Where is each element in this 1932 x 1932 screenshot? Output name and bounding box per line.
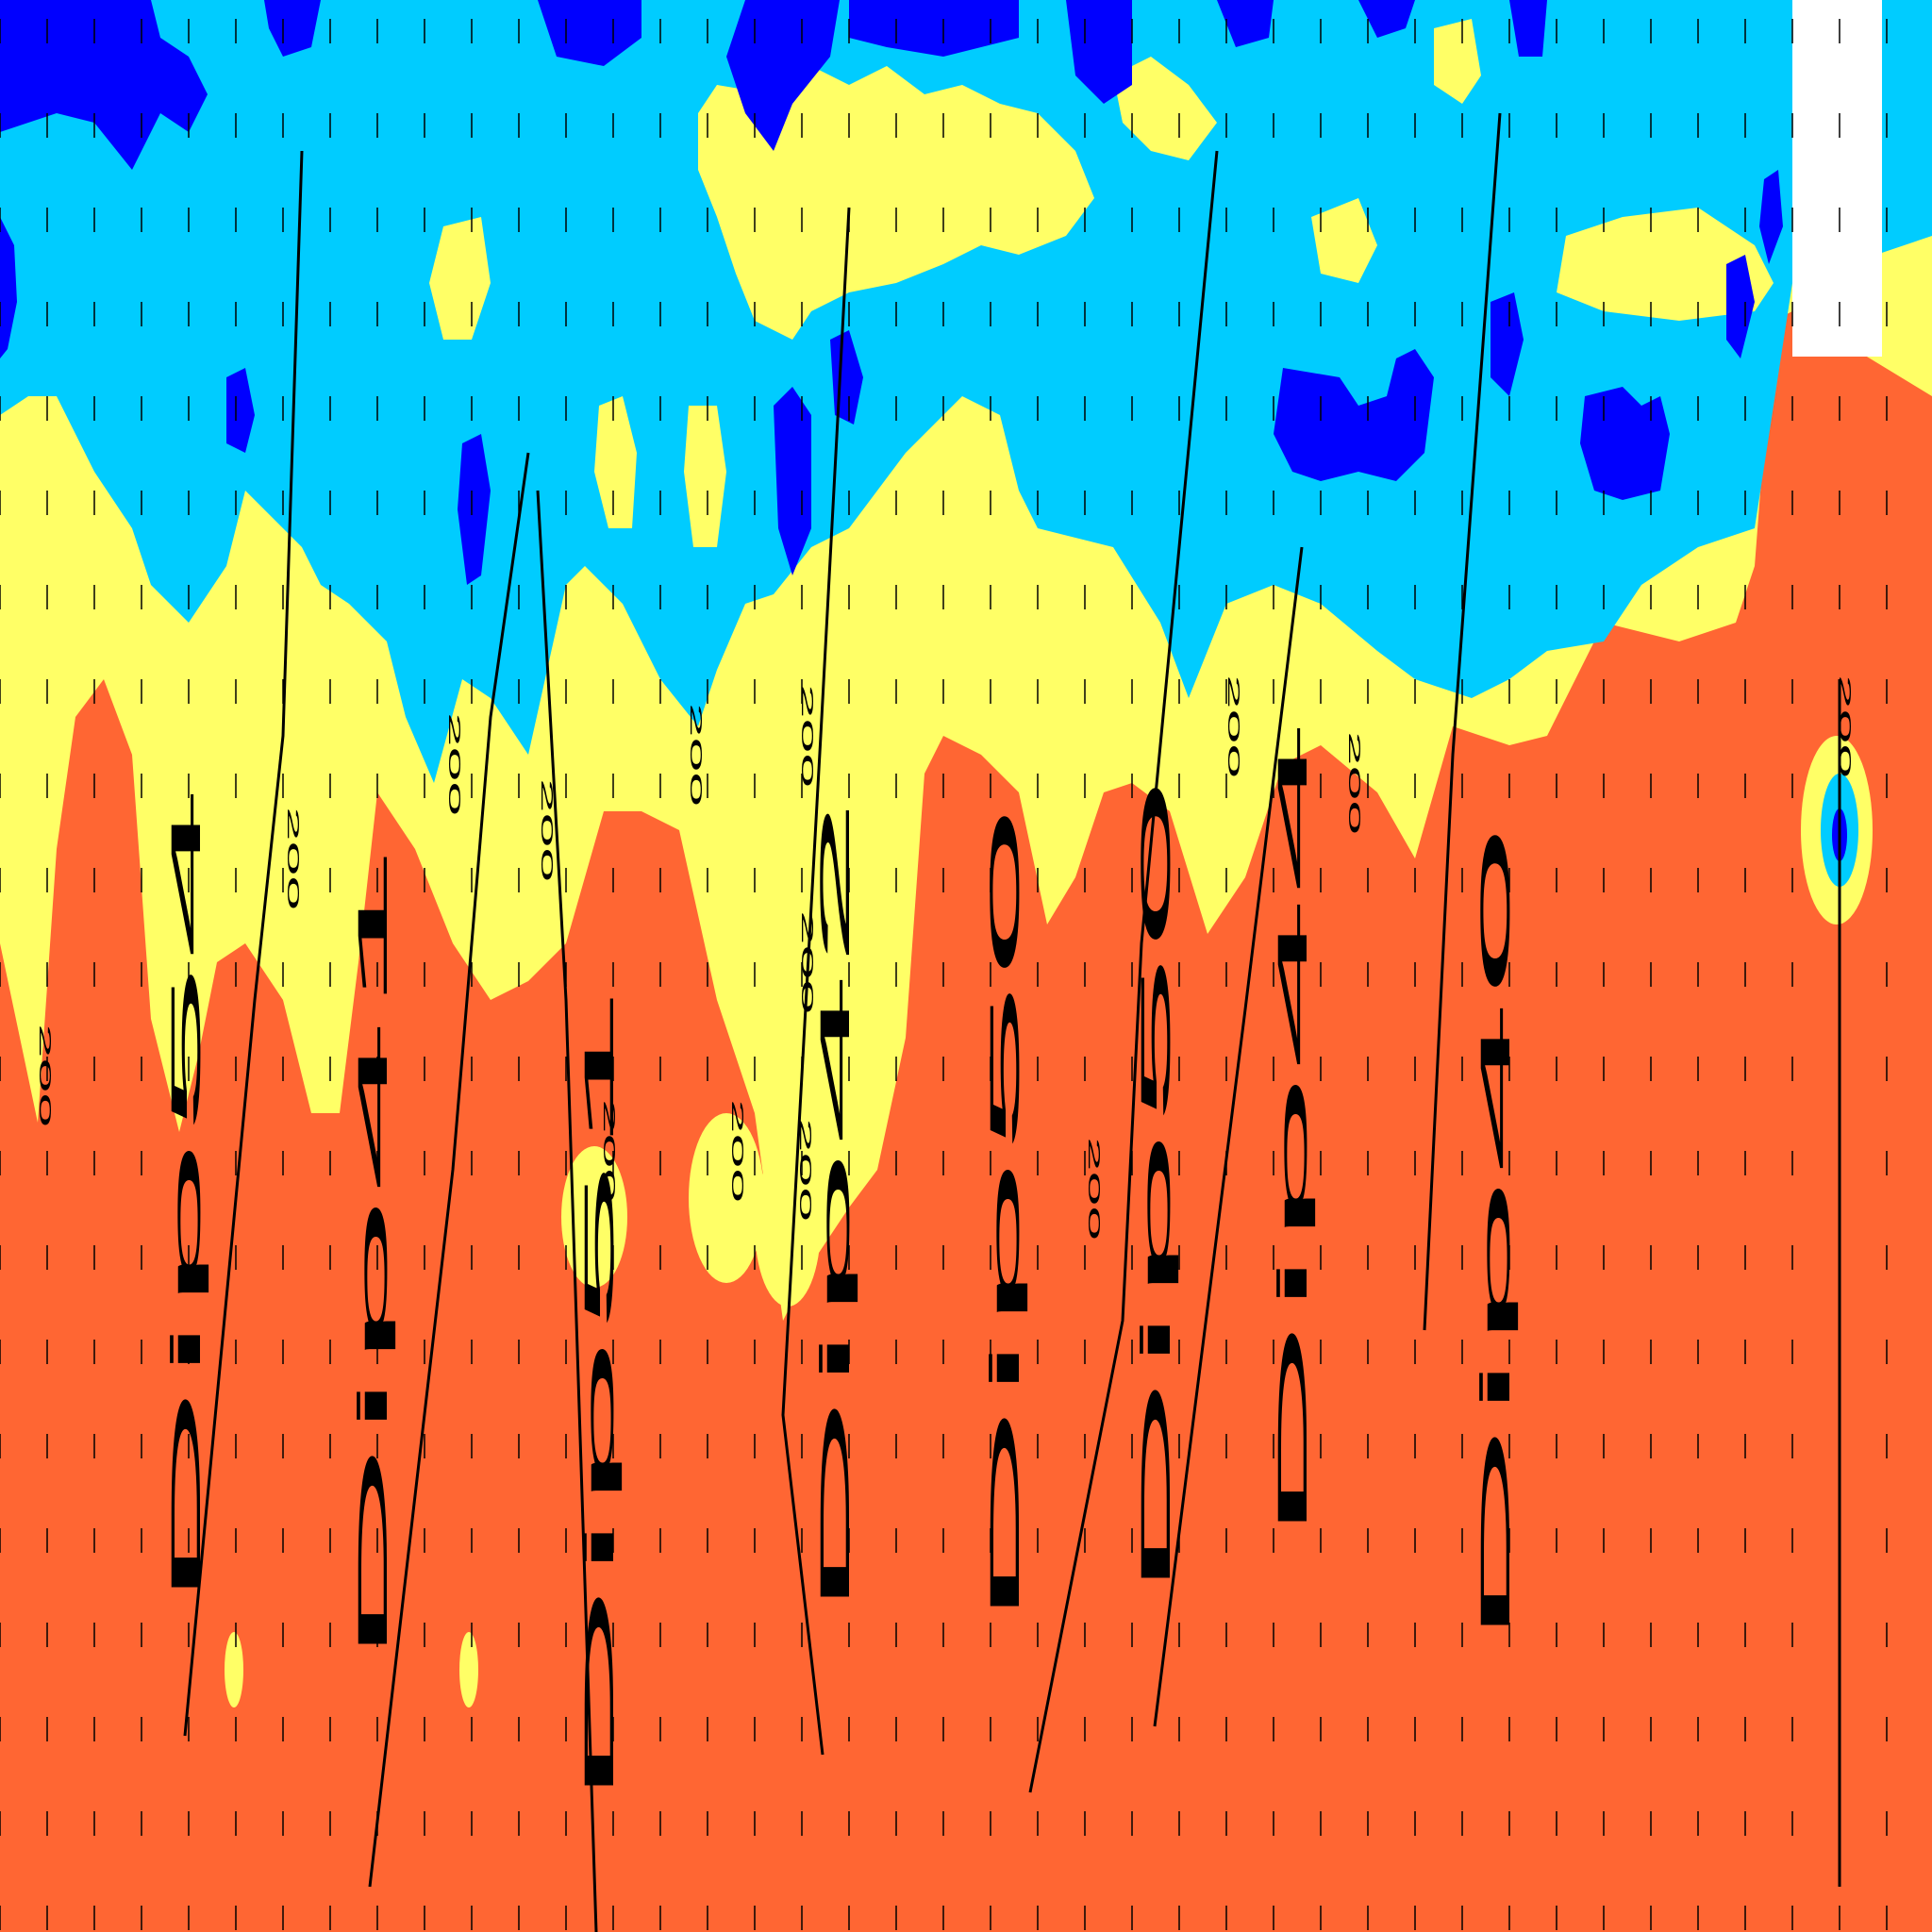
deep-blue-zone (1759, 170, 1783, 264)
dip-label: Dip40 (1472, 823, 1518, 1651)
contour-labels: 200 200 200 200 200 200 200 200 200 200 200 200 200 2… (36, 675, 1855, 1241)
contour-label: 200 (36, 1024, 55, 1127)
deep-blue-zone (1066, 0, 1132, 104)
deep-blue-zone (264, 0, 321, 57)
contour-label: 200 (796, 1118, 815, 1222)
deep-blue-zone (774, 387, 811, 575)
yellow-zone (698, 66, 1094, 340)
deep-blue-zone (1217, 0, 1274, 47)
dip-label: Dip50 (1132, 775, 1178, 1604)
yellow-zone (429, 217, 491, 340)
contour-label: 200 (284, 807, 303, 910)
deep-blue-zone (849, 0, 1019, 57)
well-trace (1153, 546, 1304, 1727)
deep-blue-zone (1274, 349, 1434, 481)
contour-label: 200 (798, 910, 817, 1014)
well-trace (368, 452, 530, 1888)
dip-label: Dip42 (811, 794, 858, 1623)
well-trace (781, 207, 851, 1756)
deep-blue-zone (538, 0, 641, 66)
light-blue-zone (0, 0, 1932, 783)
well-traces (183, 112, 1841, 1932)
yellow-zone (561, 1146, 627, 1288)
white-notch (1792, 0, 1882, 357)
contour-label: 200 (445, 712, 464, 816)
contour-label: 200 (1224, 675, 1243, 778)
well-trace (1028, 150, 1219, 1793)
yellow-zone (594, 396, 637, 528)
dip-labels: Dip54 Dip41 Dip51 Dip42 Dip50 Dip50 Dip44 Dip40 (162, 719, 1518, 1811)
deep-blue-zone (0, 217, 17, 358)
yellow-zone (1113, 57, 1217, 160)
deep-blue-zone (1491, 292, 1524, 396)
dip-label: Dip54 (162, 785, 208, 1613)
dip-label: Dip50 (981, 804, 1027, 1632)
dashed-grid (0, 0, 1888, 1932)
well-trace (1423, 112, 1502, 1331)
dip-label: Dip44 (1269, 719, 1315, 1547)
yellow-zone (225, 1632, 243, 1707)
dip-label: Dip41 (349, 841, 395, 1670)
yellow-zone (1311, 198, 1377, 283)
deep-blue-zone (0, 0, 208, 170)
contour-label: 200 (1836, 675, 1855, 778)
well-trace (183, 150, 304, 1737)
deep-blue-zone (1726, 255, 1755, 358)
contour-label: 200 (600, 1099, 619, 1203)
yellow-zone (1557, 208, 1774, 321)
yellow-zone (684, 406, 726, 547)
deep-blue-zone (1358, 0, 1415, 38)
contour-label: 200 (538, 778, 557, 882)
deep-blue-zone (1509, 0, 1547, 57)
deep-blue-zone (1580, 387, 1670, 500)
contour-label: 200 (1345, 731, 1364, 835)
contour-label: 200 (728, 1099, 747, 1203)
yellow-zone (1434, 19, 1481, 104)
well-trace (536, 490, 598, 1932)
contour-label: 200 (798, 684, 817, 788)
deep-blue-zone (226, 368, 255, 453)
dip-label: Dip51 (575, 983, 622, 1811)
yellow-zone (755, 1146, 821, 1307)
contour-label: 200 (1085, 1137, 1104, 1241)
yellow-zone (689, 1113, 764, 1283)
contour-label: 200 (687, 703, 706, 807)
deep-blue-zone (458, 434, 491, 585)
yellow-zone (459, 1632, 478, 1707)
